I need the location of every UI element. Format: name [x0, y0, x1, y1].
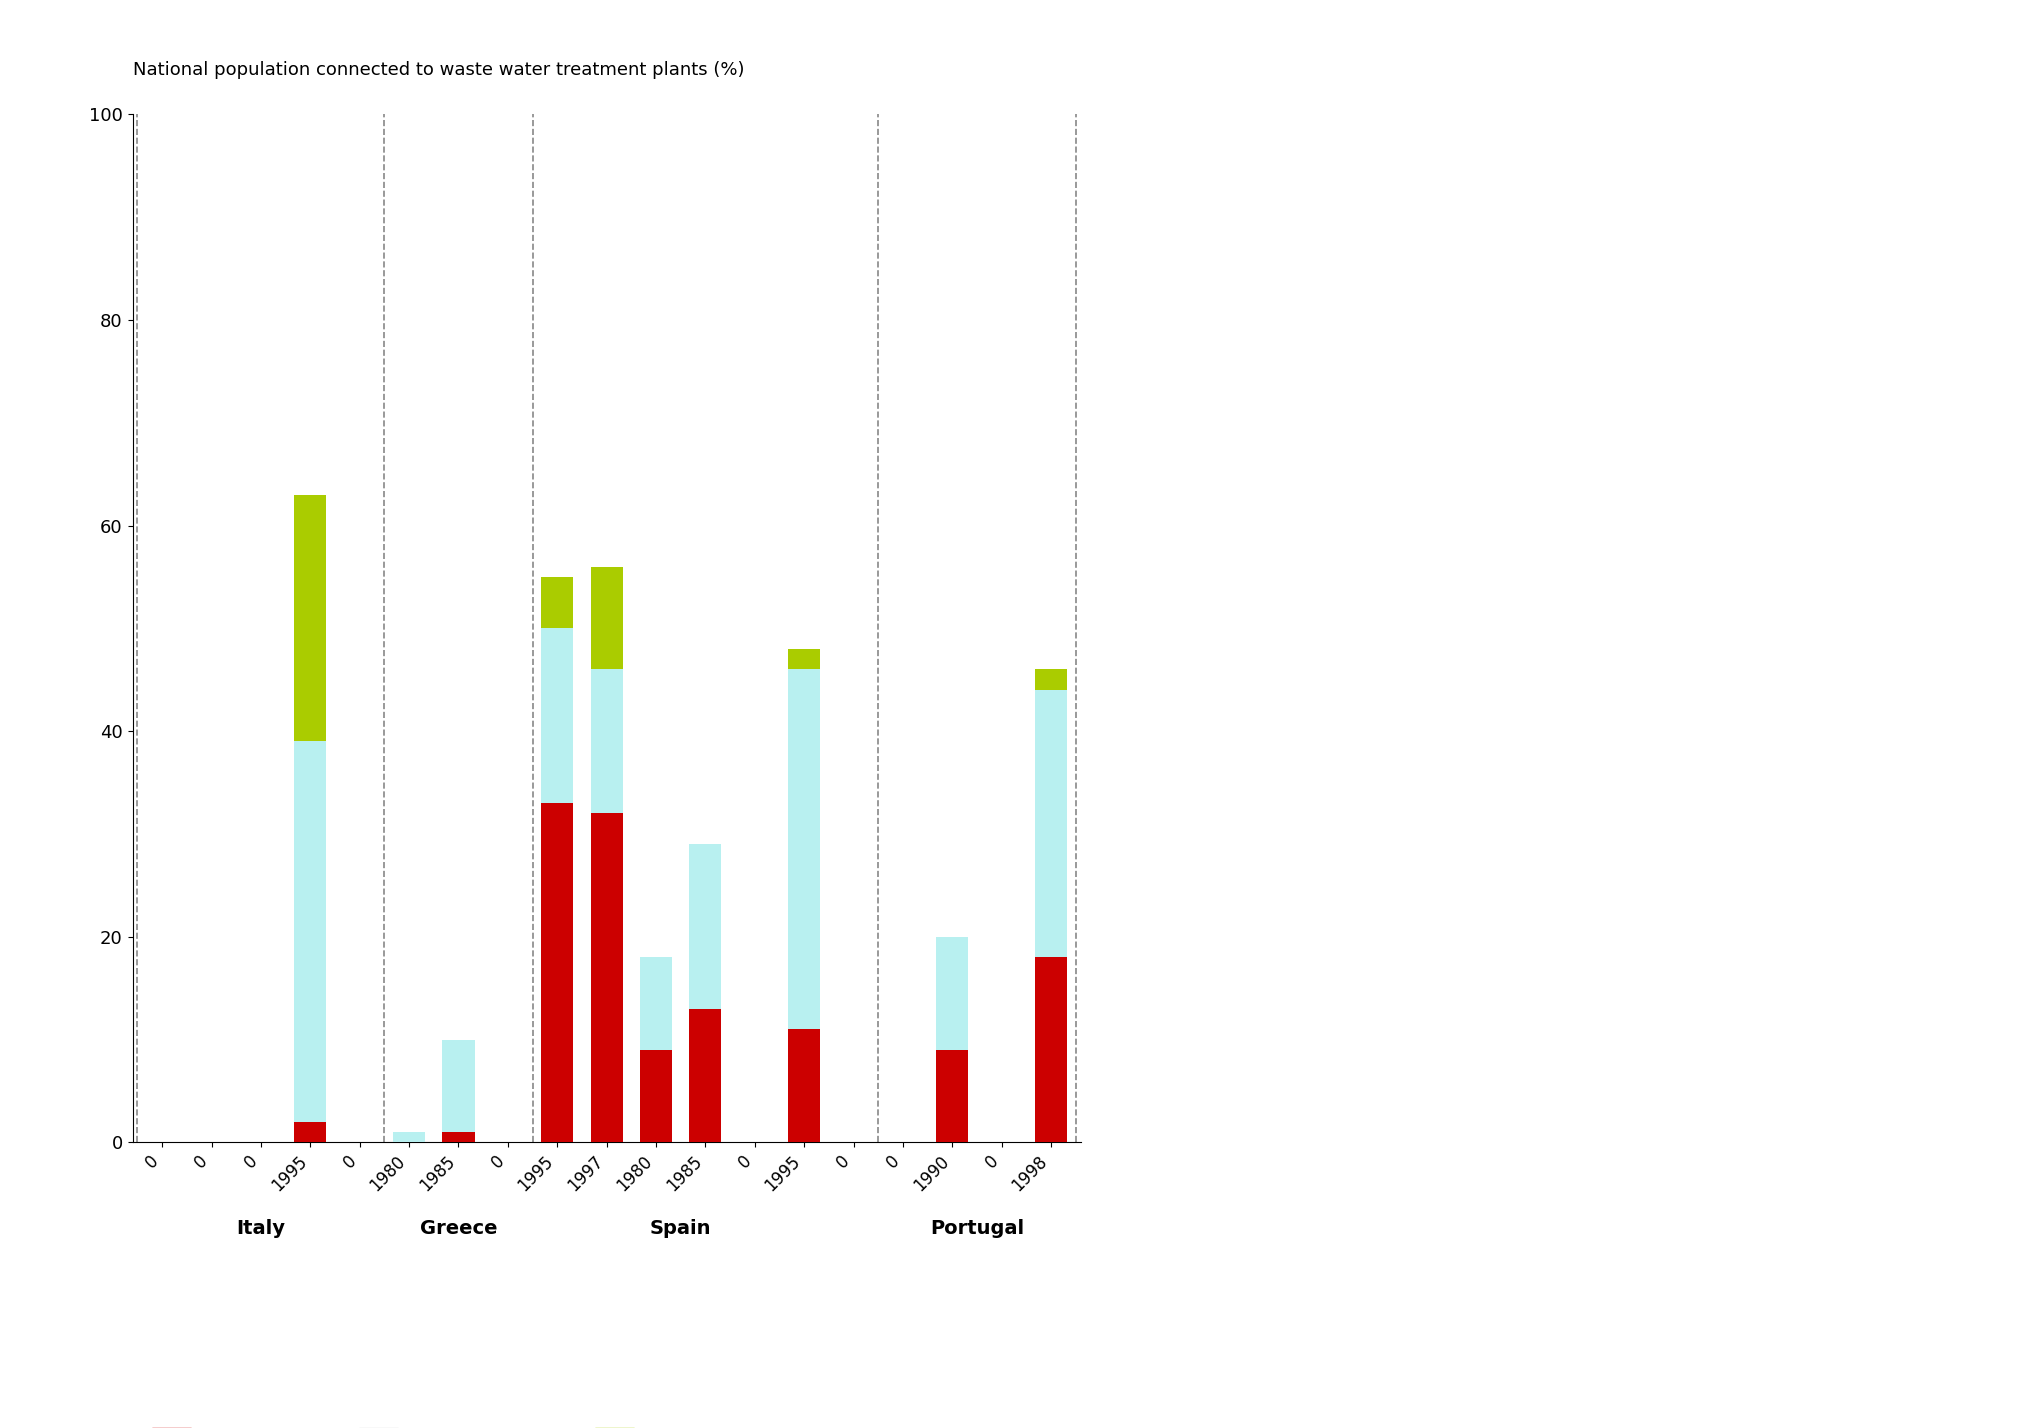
- Text: Spain: Spain: [650, 1218, 712, 1238]
- Bar: [294, 741, 326, 1122]
- Bar: [640, 957, 673, 1050]
- Bar: [294, 494, 326, 741]
- Bar: [591, 567, 622, 670]
- Bar: [689, 1008, 722, 1142]
- Bar: [1036, 670, 1066, 690]
- Bar: [394, 1132, 424, 1142]
- Text: Portugal: Portugal: [930, 1218, 1024, 1238]
- Bar: [540, 577, 573, 628]
- Bar: [442, 1132, 475, 1142]
- Bar: [789, 1030, 820, 1142]
- Bar: [689, 844, 722, 1008]
- Bar: [789, 648, 820, 670]
- Bar: [591, 670, 622, 814]
- Bar: [591, 814, 622, 1142]
- Text: Greece: Greece: [420, 1218, 498, 1238]
- Bar: [640, 1050, 673, 1142]
- Bar: [540, 803, 573, 1142]
- Bar: [540, 628, 573, 803]
- Bar: [294, 1122, 326, 1142]
- Bar: [1036, 690, 1066, 957]
- Bar: [1036, 957, 1066, 1142]
- Text: National population connected to waste water treatment plants (%): National population connected to waste w…: [133, 60, 744, 79]
- Bar: [789, 670, 820, 1030]
- Bar: [936, 1050, 969, 1142]
- Bar: [442, 1040, 475, 1132]
- Legend: Primary, Secondary, Tertiary: Primary, Secondary, Tertiary: [143, 1418, 732, 1428]
- Text: Italy: Italy: [237, 1218, 285, 1238]
- Bar: [936, 937, 969, 1050]
